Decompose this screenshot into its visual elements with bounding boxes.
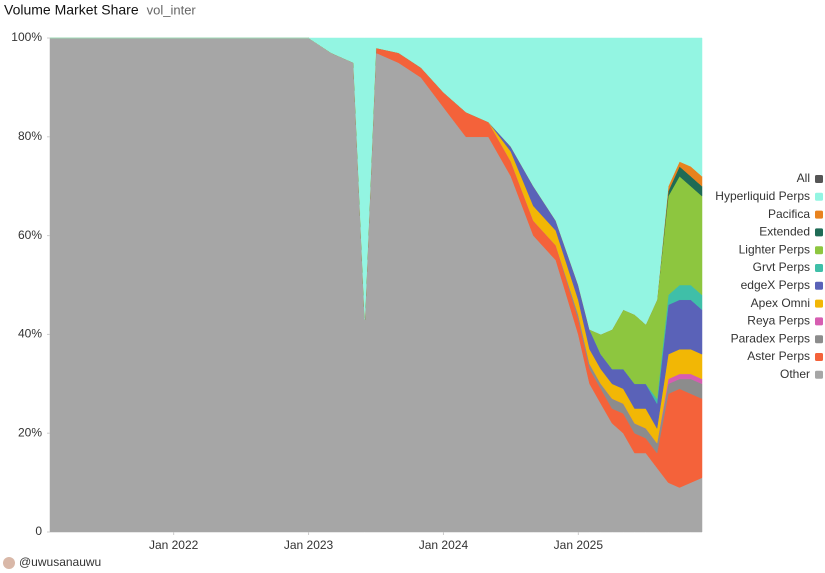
x-tick-label: Jan 2022 [149,538,199,552]
legend-label: Reya Perps [747,314,810,328]
legend-swatch [815,228,823,237]
legend-swatch [815,370,823,379]
legend-label: Pacifica [768,207,810,221]
legend-swatch [815,210,823,219]
legend-label: Other [780,367,810,381]
y-tick-label: 60% [18,228,42,242]
legend-label: Aster Perps [747,349,810,363]
legend-label: Paradex Perps [731,331,810,345]
y-tick-label: 40% [18,327,42,341]
legend-swatch [815,299,823,308]
legend-swatch [815,281,823,290]
legend-label: Apex Omni [751,296,810,310]
y-tick-label: 0 [35,524,42,538]
y-tick-label: 20% [18,425,42,439]
y-tick-label: 80% [18,129,42,143]
legend-label: Lighter Perps [739,242,810,256]
legend-label: Grvt Perps [753,260,810,274]
x-tick-label: Jan 2025 [554,538,604,552]
x-tick-label: Jan 2024 [419,538,469,552]
legend-swatch [815,192,823,201]
legend-label: Hyperliquid Perps [715,189,810,203]
avatar [3,557,15,569]
y-tick-label: 100% [11,30,42,44]
legend-label: Extended [759,225,810,239]
x-tick-label: Jan 2023 [284,538,334,552]
footer-author: @uwusanauwu [19,555,101,569]
chart-subtitle: vol_inter [147,2,197,17]
legend-swatch [815,335,823,344]
area [50,37,703,335]
legend-swatch [815,175,823,183]
legend-label: edgeX Perps [741,278,810,292]
legend-swatch [815,353,823,361]
legend-swatch [815,317,823,326]
legend-swatch [815,264,823,272]
legend-swatch [815,246,823,255]
chart-title: Volume Market Share [4,2,139,18]
legend-label: All [797,171,810,185]
